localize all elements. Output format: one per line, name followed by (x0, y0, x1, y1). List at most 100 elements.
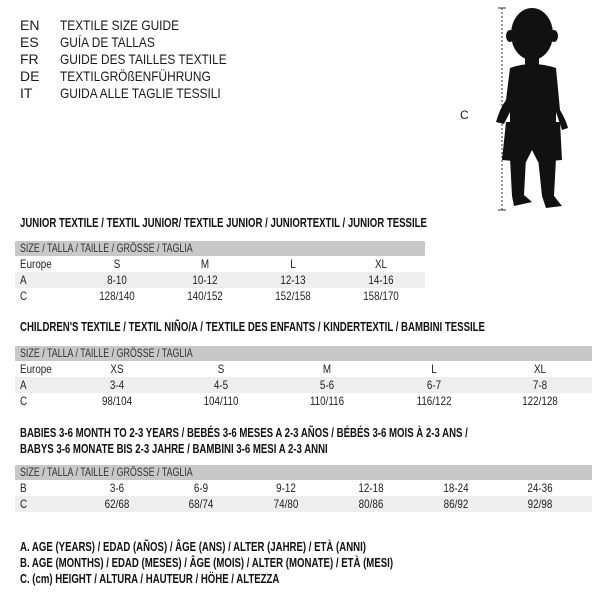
table-cell-text: 7-8 (532, 378, 548, 392)
table-cell-text: 5-6 (319, 378, 335, 392)
row-label: C (20, 496, 29, 512)
table-title: BABYS 3-6 MONATE BIS 2-3 JAHRE / BAMBINI… (20, 441, 436, 456)
table-cell-text: L (290, 257, 296, 271)
table-cell: 116/122 (413, 393, 456, 409)
size-table: SIZE / TALLA / TAILLE / GRÖSSE / TAGLIA B… (15, 465, 592, 512)
language-title: GUIDA ALLE TAGLIE TESSILI (60, 85, 249, 101)
row-label-text: B (20, 481, 27, 495)
table-cell-text: 62/68 (104, 497, 130, 511)
row-label: Europe (20, 256, 59, 272)
table-row: C 128/140 140/152 152/158 158/170 (15, 288, 425, 304)
table-cell: 80/86 (356, 496, 386, 512)
language-title-text: TEXTILE SIZE GUIDE (60, 17, 180, 33)
table-title-text: JUNIOR TEXTILE / TEXTIL JUNIOR/ TEXTILE … (20, 215, 427, 230)
table-row: C 62/68 68/74 74/80 80/86 86/92 92/98 (15, 496, 592, 512)
language-title-text: GUIDA ALLE TAGLIE TESSILI (60, 85, 221, 101)
table-cell-text: 98/104 (101, 394, 133, 408)
table-cell-text: 128/140 (99, 289, 135, 303)
table-cell: 152/158 (271, 288, 314, 304)
table-cell: 12-18 (356, 480, 387, 496)
row-label: C (20, 393, 29, 409)
language-code: DE (20, 68, 40, 84)
table-cell-text: 116/122 (416, 394, 452, 408)
table-cell: 158/170 (359, 288, 402, 304)
row-label-text: C (20, 289, 28, 303)
table-cell: 86/92 (441, 496, 471, 512)
size-table: SIZE / TALLA / TAILLE / GRÖSSE / TAGLIA E… (15, 346, 592, 409)
table-cell-text: 104/110 (203, 394, 239, 408)
table-header-text: SIZE / TALLA / TAILLE / GRÖSSE / TAGLIA (20, 465, 193, 479)
table-cell: 14-16 (366, 272, 397, 288)
table-cell: 8-10 (105, 272, 129, 288)
table-cell-text: 8-10 (107, 273, 127, 287)
table-title: JUNIOR TEXTILE / TEXTIL JUNIOR/ TEXTILE … (20, 215, 570, 230)
row-label: A (20, 272, 28, 288)
table-cell-text: 68/74 (188, 497, 214, 511)
table-row: C 98/104 104/110 110/116 116/122 122/128 (15, 393, 592, 409)
row-label: C (20, 288, 29, 304)
table-cell-text: 152/158 (275, 289, 311, 303)
table-cell: M (200, 256, 210, 272)
table-cell: 7-8 (531, 377, 548, 393)
language-title: TEXTILGRÖßENFÜHRUNG (60, 68, 237, 84)
table-cell: 6-9 (192, 480, 209, 496)
table-cell: 10-12 (190, 272, 221, 288)
language-title: GUIDE DES TAILLES TEXTILE (60, 51, 256, 67)
table-cell-text: 158/170 (363, 289, 399, 303)
language-code: FR (20, 51, 39, 67)
table-row: A 8-10 10-12 12-13 14-16 (15, 272, 425, 288)
table-cell-text: 12-13 (280, 273, 306, 287)
table-cell: XL (533, 361, 548, 377)
legend-item-text: A. AGE (YEARS) / EDAD (AÑOS) / ÂGE (ANS)… (20, 539, 366, 554)
size-table: SIZE / TALLA / TAILLE / GRÖSSE / TAGLIA E… (15, 241, 425, 304)
table-cell: 6-7 (425, 377, 442, 393)
table-cell: 3-4 (108, 377, 125, 393)
table-cell-text: 86/92 (443, 497, 469, 511)
table-cell-text: 92/98 (527, 497, 553, 511)
row-label: Europe (20, 361, 59, 377)
table-title-text: CHILDREN'S TEXTILE / TEXTIL NIÑO/A / TEX… (20, 319, 485, 334)
table-cell-text: 10-12 (192, 273, 218, 287)
legend-item-text: C. (cm) HEIGHT / ALTURA / HAUTEUR / HÖHE… (20, 571, 280, 586)
table-title-text: BABIES 3-6 MONTH TO 2-3 YEARS / BEBÉS 3-… (20, 425, 468, 440)
row-label-text: Europe (20, 362, 52, 376)
table-header-text: SIZE / TALLA / TAILLE / GRÖSSE / TAGLIA (20, 346, 193, 360)
table-cell: 68/74 (186, 496, 216, 512)
table-cell: 12-13 (278, 272, 309, 288)
legend-item: A. AGE (YEARS) / EDAD (AÑOS) / ÂGE (ANS)… (20, 539, 488, 554)
table-header-text: SIZE / TALLA / TAILLE / GRÖSSE / TAGLIA (20, 241, 193, 255)
row-label: A (20, 377, 28, 393)
figure-label: C (460, 108, 469, 122)
table-cell-text: 3-6 (109, 481, 125, 495)
table-cell-text: 80/86 (358, 497, 384, 511)
table-cell-text: XL (374, 257, 388, 271)
table-cell-text: XS (110, 362, 124, 376)
table-cell-text: 3-4 (109, 378, 125, 392)
table-title-text: BABYS 3-6 MONATE BIS 2-3 JAHRE / BAMBINI… (20, 441, 328, 456)
language-title-text: TEXTILGRÖßENFÜHRUNG (60, 68, 211, 84)
table-cell-text: M (322, 362, 332, 376)
table-cell: XL (374, 256, 389, 272)
language-title-text: GUÍA DE TALLAS (60, 34, 155, 50)
table-header: SIZE / TALLA / TAILLE / GRÖSSE / TAGLIA (15, 346, 592, 361)
table-cell-text: XL (533, 362, 547, 376)
legend-item-text: B. AGE (MONTHS) / EDAD (MESES) / ÂGE (MO… (20, 555, 394, 570)
table-title: BABIES 3-6 MONTH TO 2-3 YEARS / BEBÉS 3-… (20, 425, 600, 440)
table-cell: 9-12 (274, 480, 298, 496)
table-cell-text: S (113, 257, 121, 271)
table-cell: M (322, 361, 332, 377)
table-cell-text: 122/128 (522, 394, 558, 408)
table-header: SIZE / TALLA / TAILLE / GRÖSSE / TAGLIA (15, 465, 592, 480)
table-cell: 18-24 (441, 480, 472, 496)
table-cell-text: 74/80 (273, 497, 299, 511)
table-cell-text: 12-18 (358, 481, 384, 495)
table-cell: 110/116 (306, 393, 348, 409)
row-label-text: Europe (20, 257, 52, 271)
row-label-text: A (20, 273, 27, 287)
table-cell-text: 14-16 (368, 273, 394, 287)
table-cell: L (431, 361, 438, 377)
legend-item: B. AGE (MONTHS) / EDAD (MESES) / ÂGE (MO… (20, 555, 524, 570)
row-label-text: C (20, 394, 28, 408)
table-row: B 3-6 6-9 9-12 12-18 18-24 24-36 (15, 480, 592, 496)
table-cell: 4-5 (212, 377, 229, 393)
